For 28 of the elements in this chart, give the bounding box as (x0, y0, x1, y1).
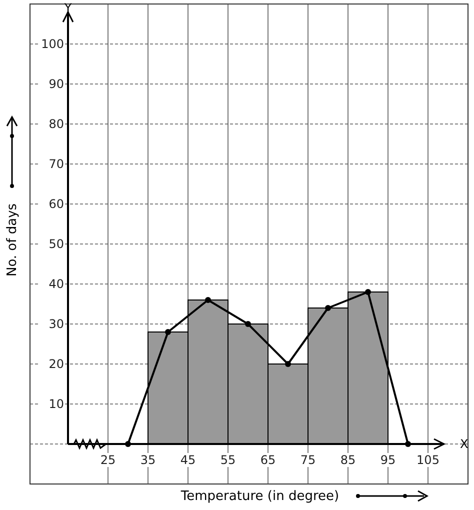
point (285, 361, 291, 367)
x-tick-label: 35 (140, 453, 156, 467)
x-tick-label: 85 (340, 453, 356, 467)
x-tick-label: 45 (180, 453, 196, 467)
y-tick-label: 80 (48, 117, 64, 132)
y-tick-label: 50 (48, 237, 64, 252)
point (205, 297, 211, 303)
x-tick-label: 75 (300, 453, 316, 467)
x-tick-label: 55 (220, 453, 236, 467)
point (165, 329, 171, 335)
y-tick-label: 40 (48, 277, 64, 292)
x-tick-label: 25 (100, 453, 116, 467)
point (325, 305, 331, 311)
y-tick-label: 70 (48, 157, 64, 172)
point (245, 321, 251, 327)
y-tick-label: 90 (48, 77, 64, 92)
y-tick-label: 10 (48, 397, 64, 412)
y-tick-label: 30 (48, 317, 64, 332)
x-tick-label: 95 (380, 453, 396, 467)
x-tick-label: 105 (416, 453, 440, 467)
y-tick-label: 20 (48, 357, 64, 372)
point (365, 289, 371, 295)
x-axis-title: Temperature (in degree) (180, 489, 340, 504)
y-axis-title: No. of days (5, 203, 20, 277)
x-tick-label: 65 (260, 453, 276, 467)
y-tick-label: 100 (41, 37, 64, 52)
annotation: Y (63, 1, 72, 15)
y-tick-label: 60 (48, 197, 64, 212)
